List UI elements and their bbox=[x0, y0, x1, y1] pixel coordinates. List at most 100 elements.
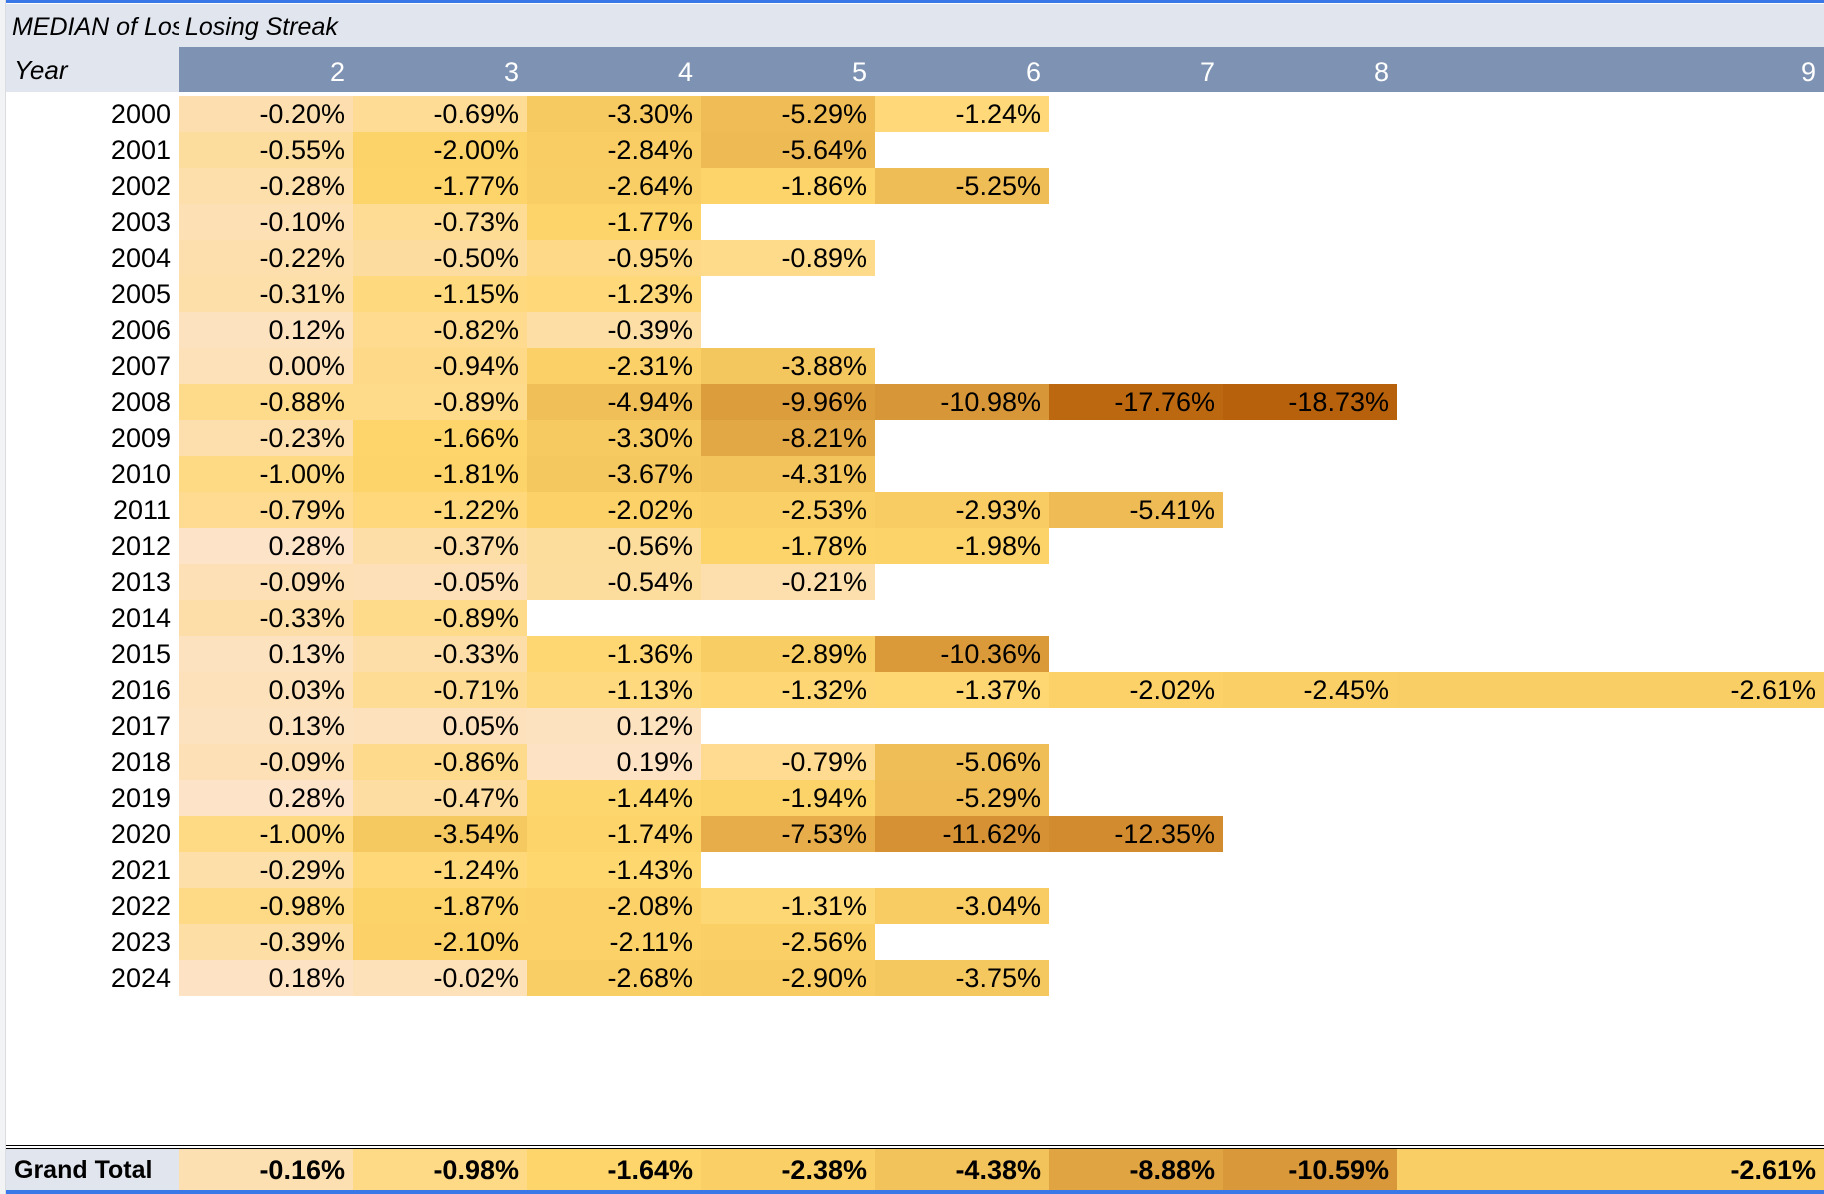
value-cell[interactable]: -1.24% bbox=[875, 96, 1049, 132]
value-cell[interactable] bbox=[1049, 600, 1223, 636]
value-cell[interactable] bbox=[1223, 744, 1397, 780]
value-cell[interactable] bbox=[1223, 456, 1397, 492]
value-cell[interactable] bbox=[1049, 276, 1223, 312]
year-cell[interactable]: 2008 bbox=[6, 384, 179, 420]
value-cell[interactable]: -0.02% bbox=[353, 960, 527, 996]
value-cell[interactable] bbox=[875, 564, 1049, 600]
value-cell[interactable] bbox=[1049, 240, 1223, 276]
value-cell[interactable] bbox=[1397, 456, 1824, 492]
value-cell[interactable] bbox=[1049, 744, 1223, 780]
year-cell[interactable]: 2005 bbox=[6, 276, 179, 312]
value-cell[interactable]: -1.44% bbox=[527, 780, 701, 816]
value-cell[interactable] bbox=[1049, 708, 1223, 744]
pivot-column-label-cell[interactable]: Losing Streak bbox=[185, 13, 338, 41]
year-header-cell[interactable]: Year bbox=[6, 47, 179, 92]
year-cell[interactable]: 2017 bbox=[6, 708, 179, 744]
value-cell[interactable]: -3.30% bbox=[527, 96, 701, 132]
grand-total-cell[interactable]: -8.88% bbox=[1049, 1149, 1223, 1190]
value-cell[interactable]: -2.31% bbox=[527, 348, 701, 384]
value-cell[interactable]: -2.56% bbox=[701, 924, 875, 960]
value-cell[interactable]: -5.06% bbox=[875, 744, 1049, 780]
value-cell[interactable]: -1.36% bbox=[527, 636, 701, 672]
value-cell[interactable] bbox=[1049, 852, 1223, 888]
value-cell[interactable] bbox=[1223, 636, 1397, 672]
value-cell[interactable] bbox=[1397, 816, 1824, 852]
value-cell[interactable]: -1.00% bbox=[179, 816, 353, 852]
value-cell[interactable] bbox=[701, 600, 875, 636]
value-cell[interactable]: -1.74% bbox=[527, 816, 701, 852]
value-cell[interactable]: -1.77% bbox=[527, 204, 701, 240]
value-cell[interactable]: -1.98% bbox=[875, 528, 1049, 564]
value-cell[interactable]: -1.00% bbox=[179, 456, 353, 492]
year-cell[interactable]: 2019 bbox=[6, 780, 179, 816]
value-cell[interactable]: -0.50% bbox=[353, 240, 527, 276]
value-cell[interactable]: -2.68% bbox=[527, 960, 701, 996]
value-cell[interactable]: -1.13% bbox=[527, 672, 701, 708]
value-cell[interactable]: -0.23% bbox=[179, 420, 353, 456]
year-cell[interactable]: 2007 bbox=[6, 348, 179, 384]
value-cell[interactable]: -7.53% bbox=[701, 816, 875, 852]
year-cell[interactable]: 2003 bbox=[6, 204, 179, 240]
value-cell[interactable] bbox=[875, 312, 1049, 348]
value-cell[interactable] bbox=[1397, 600, 1824, 636]
year-cell[interactable]: 2001 bbox=[6, 132, 179, 168]
year-cell[interactable]: 2018 bbox=[6, 744, 179, 780]
value-cell[interactable] bbox=[1049, 168, 1223, 204]
value-cell[interactable]: 0.19% bbox=[527, 744, 701, 780]
value-cell[interactable]: -0.55% bbox=[179, 132, 353, 168]
value-cell[interactable] bbox=[875, 924, 1049, 960]
value-cell[interactable]: -5.64% bbox=[701, 132, 875, 168]
grand-total-cell[interactable]: -0.98% bbox=[353, 1149, 527, 1190]
value-cell[interactable]: -0.79% bbox=[179, 492, 353, 528]
value-cell[interactable] bbox=[1397, 780, 1824, 816]
column-header-4[interactable]: 4 bbox=[527, 47, 701, 92]
value-cell[interactable]: -1.22% bbox=[353, 492, 527, 528]
value-cell[interactable]: -18.73% bbox=[1223, 384, 1397, 420]
value-cell[interactable] bbox=[1397, 852, 1824, 888]
value-cell[interactable] bbox=[875, 204, 1049, 240]
value-cell[interactable] bbox=[1049, 456, 1223, 492]
value-cell[interactable] bbox=[1397, 564, 1824, 600]
value-cell[interactable] bbox=[1223, 780, 1397, 816]
column-header-3[interactable]: 3 bbox=[353, 47, 527, 92]
value-cell[interactable] bbox=[1223, 960, 1397, 996]
value-cell[interactable]: -11.62% bbox=[875, 816, 1049, 852]
value-cell[interactable]: -1.87% bbox=[353, 888, 527, 924]
year-cell[interactable]: 2010 bbox=[6, 456, 179, 492]
value-cell[interactable]: -1.77% bbox=[353, 168, 527, 204]
value-cell[interactable]: 0.03% bbox=[179, 672, 353, 708]
value-cell[interactable]: -0.88% bbox=[179, 384, 353, 420]
value-cell[interactable]: -0.37% bbox=[353, 528, 527, 564]
value-cell[interactable] bbox=[875, 456, 1049, 492]
value-cell[interactable]: -0.31% bbox=[179, 276, 353, 312]
year-cell[interactable]: 2011 bbox=[6, 492, 179, 528]
value-cell[interactable] bbox=[1223, 600, 1397, 636]
value-cell[interactable]: -2.53% bbox=[701, 492, 875, 528]
value-cell[interactable] bbox=[527, 600, 701, 636]
value-cell[interactable]: -1.15% bbox=[353, 276, 527, 312]
column-header-9[interactable]: 9 bbox=[1397, 47, 1824, 92]
value-cell[interactable]: -3.67% bbox=[527, 456, 701, 492]
value-cell[interactable] bbox=[1397, 168, 1824, 204]
value-cell[interactable]: -2.02% bbox=[1049, 672, 1223, 708]
value-cell[interactable]: -3.75% bbox=[875, 960, 1049, 996]
value-cell[interactable]: -3.30% bbox=[527, 420, 701, 456]
year-cell[interactable]: 2020 bbox=[6, 816, 179, 852]
value-cell[interactable]: -5.41% bbox=[1049, 492, 1223, 528]
value-cell[interactable] bbox=[701, 204, 875, 240]
value-cell[interactable]: -5.25% bbox=[875, 168, 1049, 204]
year-cell[interactable]: 2023 bbox=[6, 924, 179, 960]
value-cell[interactable] bbox=[1049, 564, 1223, 600]
value-cell[interactable] bbox=[1049, 528, 1223, 564]
column-header-6[interactable]: 6 bbox=[875, 47, 1049, 92]
value-cell[interactable]: -1.43% bbox=[527, 852, 701, 888]
column-header-5[interactable]: 5 bbox=[701, 47, 875, 92]
value-cell[interactable]: -3.54% bbox=[353, 816, 527, 852]
value-cell[interactable]: 0.28% bbox=[179, 528, 353, 564]
column-header-2[interactable]: 2 bbox=[179, 47, 353, 92]
value-cell[interactable] bbox=[1397, 888, 1824, 924]
value-cell[interactable]: -1.24% bbox=[353, 852, 527, 888]
value-cell[interactable]: -2.10% bbox=[353, 924, 527, 960]
value-cell[interactable]: -9.96% bbox=[701, 384, 875, 420]
value-cell[interactable] bbox=[1049, 96, 1223, 132]
